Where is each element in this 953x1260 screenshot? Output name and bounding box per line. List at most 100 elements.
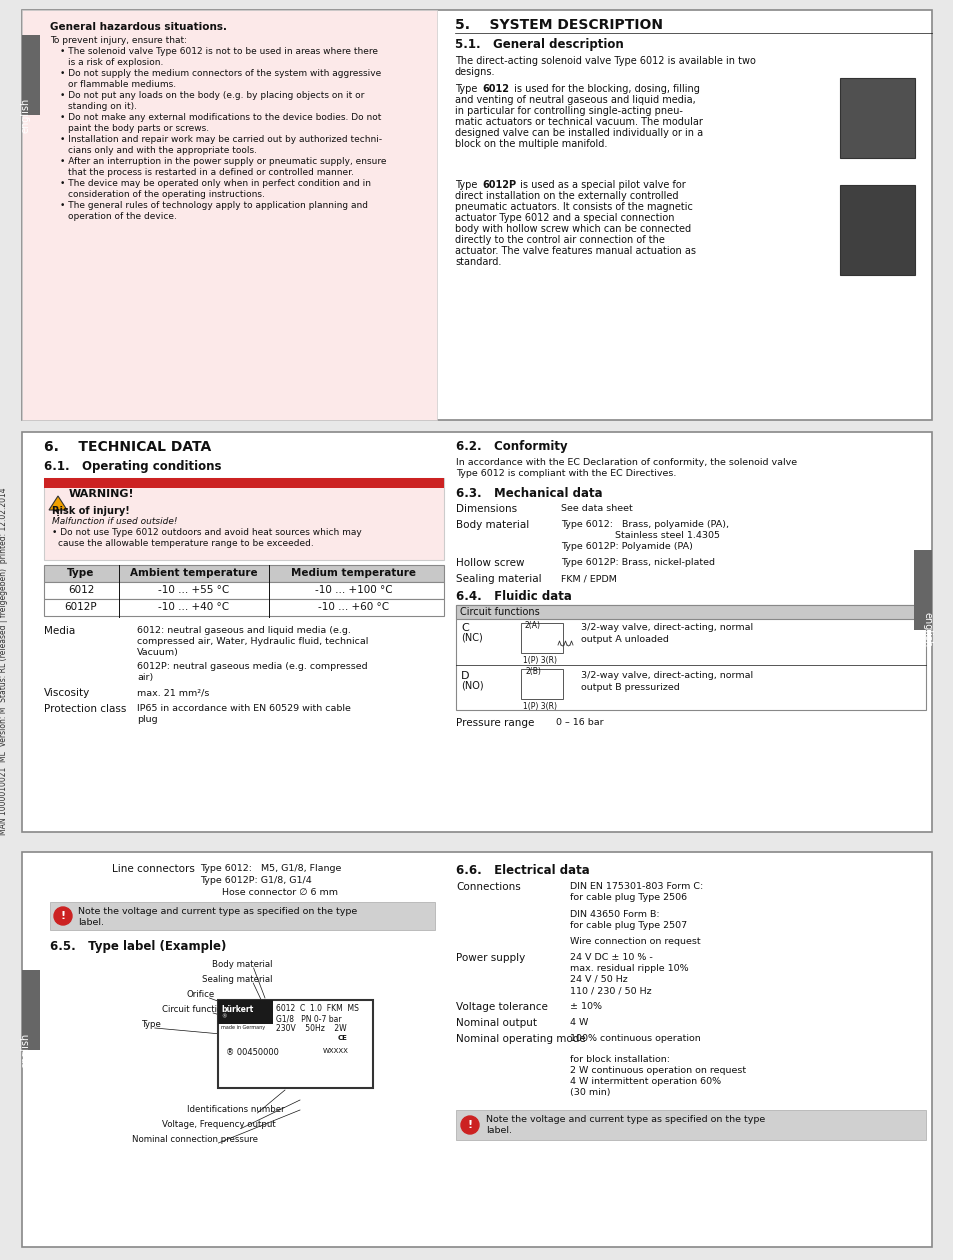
Text: MAN 1000010021  ML  Version: M  Status: RL (released | freigegeben)  printed: 12: MAN 1000010021 ML Version: M Status: RL … [0,488,8,835]
Text: In accordance with the EC Declaration of conformity, the solenoid valve: In accordance with the EC Declaration of… [456,457,797,467]
Text: 6.2.   Conformity: 6.2. Conformity [456,440,567,454]
Text: max. residual ripple 10%: max. residual ripple 10% [569,964,688,973]
Text: english: english [923,612,932,648]
Bar [44,564,443,582]
Bar [218,1000,273,1024]
Text: Power supply: Power supply [456,953,525,963]
Text: 6.4.   Fluidic data: 6.4. Fluidic data [456,590,571,604]
Text: (NO): (NO) [460,680,483,690]
Text: body with hollow screw which can be connected: body with hollow screw which can be conn… [455,224,690,234]
Text: 5.1.   General description: 5.1. General description [455,38,623,50]
Text: 5.    SYSTEM DESCRIPTION: 5. SYSTEM DESCRIPTION [455,18,662,32]
Text: Type 6012P: Polyamide (PA): Type 6012P: Polyamide (PA) [560,542,692,551]
Text: Identifications number: Identifications number [187,1105,284,1114]
Text: 1(P) 3(R): 1(P) 3(R) [522,702,557,711]
Text: Type 6012P: Brass, nickel-plated: Type 6012P: Brass, nickel-plated [560,558,714,567]
Text: air): air) [137,673,153,682]
Text: actuator. The valve features manual actuation as: actuator. The valve features manual actu… [455,246,696,256]
Text: Circuit functions: Circuit functions [459,607,539,617]
Text: Nominal output: Nominal output [456,1018,537,1028]
Text: 6.1.   Operating conditions: 6.1. Operating conditions [44,460,221,472]
Text: G1/8   PN 0-7 bar: G1/8 PN 0-7 bar [275,1014,341,1023]
Text: 6012P: 6012P [481,180,516,190]
Text: bürkert: bürkert [221,1005,253,1014]
Text: Voltage tolerance: Voltage tolerance [456,1002,547,1012]
Text: that the process is restarted in a defined or controlled manner.: that the process is restarted in a defin… [68,168,354,176]
Text: Dimensions: Dimensions [456,504,517,514]
Text: made in Germany: made in Germany [221,1024,265,1029]
Circle shape [460,1116,478,1134]
Text: 6.6.   Electrical data: 6.6. Electrical data [456,864,589,877]
Text: Type: Type [455,180,480,190]
Text: Type: Type [455,84,480,94]
Text: Pressure range: Pressure range [456,718,534,728]
Text: (30 min): (30 min) [569,1087,610,1097]
Text: Malfunction if used outside!: Malfunction if used outside! [52,517,177,525]
Text: 6012: 6012 [68,585,94,595]
Text: paint the body parts or screws.: paint the body parts or screws. [68,123,209,134]
Text: See data sheet: See data sheet [560,504,632,513]
Text: • Do not use Type 6012 outdoors and avoid heat sources which may: • Do not use Type 6012 outdoors and avoi… [52,528,361,537]
Text: Nominal connection pressure: Nominal connection pressure [132,1135,257,1144]
Text: 24 V DC ± 10 % -: 24 V DC ± 10 % - [569,953,652,961]
Text: 2(B): 2(B) [524,667,540,677]
Text: 1(P) 3(R): 1(P) 3(R) [522,656,557,665]
Text: CE: CE [337,1034,348,1041]
Text: 6012  C  1.0  FKM  MS: 6012 C 1.0 FKM MS [275,1004,358,1013]
Text: Protection class: Protection class [44,704,126,714]
Text: is a risk of explosion.: is a risk of explosion. [68,58,163,67]
Text: • The solenoid valve Type 6012 is not to be used in areas where there: • The solenoid valve Type 6012 is not to… [60,47,377,55]
Bar [22,970,40,1050]
Text: or flammable mediums.: or flammable mediums. [68,79,176,89]
Text: label.: label. [78,919,104,927]
Text: direct installation on the externally controlled: direct installation on the externally co… [455,192,678,202]
Text: output A unloaded: output A unloaded [580,635,668,644]
Bar [456,1110,925,1140]
Text: Type 6012:   Brass, polyamide (PA),: Type 6012: Brass, polyamide (PA), [560,520,728,529]
Bar [22,852,931,1247]
Text: label.: label. [485,1126,512,1135]
Text: D: D [460,672,469,680]
Text: -10 ... +40 °C: -10 ... +40 °C [158,602,230,612]
Text: • Installation and repair work may be carried out by authorized techni-: • Installation and repair work may be ca… [60,135,382,144]
Text: Voltage, Frequency output: Voltage, Frequency output [162,1120,275,1129]
Text: !: ! [56,509,60,518]
Bar [50,902,435,930]
Text: ®: ® [221,1014,226,1019]
Text: 6012P: neutral gaseous media (e.g. compressed: 6012P: neutral gaseous media (e.g. compr… [137,662,367,672]
Bar [22,35,40,115]
Text: Connections: Connections [456,882,520,892]
Text: DIN EN 175301-803 Form C:: DIN EN 175301-803 Form C: [569,882,702,891]
Text: -10 ... +60 °C: -10 ... +60 °C [318,602,389,612]
Text: 3/2-way valve, direct-acting, normal: 3/2-way valve, direct-acting, normal [580,672,752,680]
Bar [840,185,914,275]
Text: plug: plug [137,714,157,724]
Bar [913,551,931,630]
Text: C: C [460,622,468,633]
Text: IP65 in accordance with EN 60529 with cable: IP65 in accordance with EN 60529 with ca… [137,704,351,713]
Text: -10 ... +100 °C: -10 ... +100 °C [314,585,393,595]
Bar [218,1000,373,1087]
Text: consideration of the operating instructions.: consideration of the operating instructi… [68,190,265,199]
Text: 100% continuous operation: 100% continuous operation [569,1034,700,1043]
Text: Note the voltage and current type as specified on the type: Note the voltage and current type as spe… [78,907,356,916]
Text: ® 00450000: ® 00450000 [226,1048,278,1057]
Text: (NC): (NC) [460,633,482,643]
Text: is used as a special pilot valve for: is used as a special pilot valve for [517,180,685,190]
Text: standing on it).: standing on it). [68,102,137,111]
Text: To prevent injury, ensure that:: To prevent injury, ensure that: [50,37,187,45]
Bar [44,582,443,598]
Text: english: english [21,1032,30,1067]
Text: • Do not supply the medium connectors of the system with aggressive: • Do not supply the medium connectors of… [60,69,381,78]
Text: pneumatic actuators. It consists of the magnetic: pneumatic actuators. It consists of the … [455,202,692,212]
Text: 0 – 16 bar: 0 – 16 bar [556,718,603,727]
Text: The direct-acting solenoid valve Type 6012 is available in two: The direct-acting solenoid valve Type 60… [455,55,755,66]
Text: DIN 43650 Form B:: DIN 43650 Form B: [569,910,659,919]
Text: for block installation:: for block installation: [569,1055,669,1063]
Text: Nominal operating mode: Nominal operating mode [456,1034,585,1045]
Text: • After an interruption in the power supply or pneumatic supply, ensure: • After an interruption in the power sup… [60,158,386,166]
Text: max. 21 mm²/s: max. 21 mm²/s [137,688,209,697]
Bar [456,605,925,619]
Text: Sealing material: Sealing material [456,575,541,583]
Text: Type 6012P: G1/8, G1/4: Type 6012P: G1/8, G1/4 [200,876,312,885]
